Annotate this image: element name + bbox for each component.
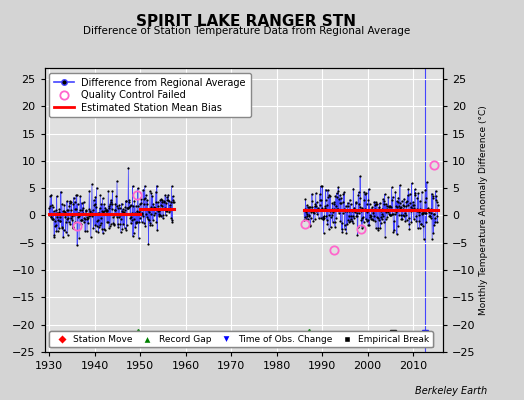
Y-axis label: Monthly Temperature Anomaly Difference (°C): Monthly Temperature Anomaly Difference (… bbox=[479, 105, 488, 315]
Text: Difference of Station Temperature Data from Regional Average: Difference of Station Temperature Data f… bbox=[83, 26, 410, 36]
Legend: Station Move, Record Gap, Time of Obs. Change, Empirical Break: Station Move, Record Gap, Time of Obs. C… bbox=[49, 331, 433, 348]
Text: Berkeley Earth: Berkeley Earth bbox=[415, 386, 487, 396]
Text: SPIRIT LAKE RANGER STN: SPIRIT LAKE RANGER STN bbox=[136, 14, 356, 29]
